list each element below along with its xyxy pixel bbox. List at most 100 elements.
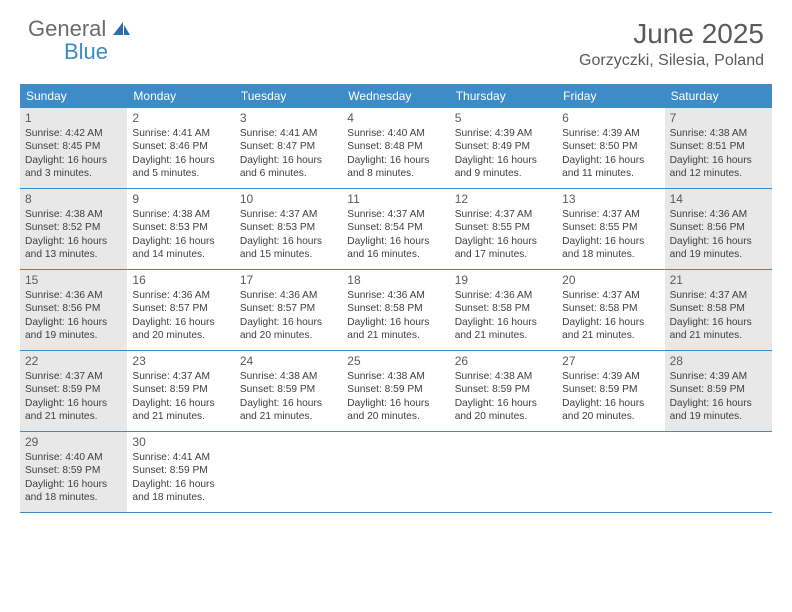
day-sunset: Sunset: 8:59 PM — [25, 383, 123, 396]
day-sunrise: Sunrise: 4:40 AM — [347, 127, 445, 140]
day-day2: and 18 minutes. — [562, 248, 660, 261]
day-sunrise: Sunrise: 4:41 AM — [132, 451, 230, 464]
day-sunset: Sunset: 8:50 PM — [562, 140, 660, 153]
day-cell — [235, 432, 342, 512]
day-sunset: Sunset: 8:45 PM — [25, 140, 123, 153]
day-number: 25 — [347, 354, 445, 368]
day-day2: and 21 minutes. — [670, 329, 768, 342]
day-sunset: Sunset: 8:59 PM — [562, 383, 660, 396]
day-number: 27 — [562, 354, 660, 368]
day-sunrise: Sunrise: 4:37 AM — [455, 208, 553, 221]
day-sunset: Sunset: 8:59 PM — [132, 383, 230, 396]
day-day2: and 14 minutes. — [132, 248, 230, 261]
day-sunrise: Sunrise: 4:38 AM — [132, 208, 230, 221]
day-sunrise: Sunrise: 4:36 AM — [240, 289, 338, 302]
day-day1: Daylight: 16 hours — [132, 154, 230, 167]
day-day2: and 17 minutes. — [455, 248, 553, 261]
day-day1: Daylight: 16 hours — [455, 397, 553, 410]
day-day2: and 21 minutes. — [25, 410, 123, 423]
day-sunset: Sunset: 8:58 PM — [347, 302, 445, 315]
day-day1: Daylight: 16 hours — [25, 316, 123, 329]
day-day1: Daylight: 16 hours — [240, 316, 338, 329]
day-day2: and 5 minutes. — [132, 167, 230, 180]
day-sunset: Sunset: 8:52 PM — [25, 221, 123, 234]
day-number: 6 — [562, 111, 660, 125]
dow-friday: Friday — [557, 85, 664, 108]
day-sunrise: Sunrise: 4:37 AM — [240, 208, 338, 221]
day-cell: 9Sunrise: 4:38 AMSunset: 8:53 PMDaylight… — [127, 189, 234, 269]
day-sunrise: Sunrise: 4:38 AM — [347, 370, 445, 383]
day-sunrise: Sunrise: 4:39 AM — [562, 127, 660, 140]
week-row: 1Sunrise: 4:42 AMSunset: 8:45 PMDaylight… — [20, 108, 772, 189]
dow-tuesday: Tuesday — [235, 85, 342, 108]
day-day2: and 21 minutes. — [562, 329, 660, 342]
day-number: 3 — [240, 111, 338, 125]
logo: General Blue — [28, 18, 131, 64]
day-number: 30 — [132, 435, 230, 449]
day-day1: Daylight: 16 hours — [670, 316, 768, 329]
day-day1: Daylight: 16 hours — [132, 478, 230, 491]
day-number: 1 — [25, 111, 123, 125]
day-day2: and 18 minutes. — [132, 491, 230, 504]
day-number: 7 — [670, 111, 768, 125]
day-cell: 25Sunrise: 4:38 AMSunset: 8:59 PMDayligh… — [342, 351, 449, 431]
day-day1: Daylight: 16 hours — [562, 316, 660, 329]
day-cell: 30 Sunrise: 4:41 AMSunset: 8:59 PMDayligh… — [127, 432, 234, 512]
day-day2: and 20 minutes. — [347, 410, 445, 423]
day-sunset: Sunset: 8:59 PM — [132, 464, 230, 477]
day-day1: Daylight: 16 hours — [25, 154, 123, 167]
day-cell: 12Sunrise: 4:37 AMSunset: 8:55 PMDayligh… — [450, 189, 557, 269]
day-sunset: Sunset: 8:57 PM — [240, 302, 338, 315]
day-day2: and 19 minutes. — [25, 329, 123, 342]
day-number: 29 — [25, 435, 123, 449]
day-cell: 19Sunrise: 4:36 AMSunset: 8:58 PMDayligh… — [450, 270, 557, 350]
day-sunset: Sunset: 8:57 PM — [132, 302, 230, 315]
day-day2: and 16 minutes. — [347, 248, 445, 261]
day-day1: Daylight: 16 hours — [347, 397, 445, 410]
day-number: 4 — [347, 111, 445, 125]
day-sunrise: Sunrise: 4:36 AM — [670, 208, 768, 221]
day-day1: Daylight: 16 hours — [562, 154, 660, 167]
day-sunrise: Sunrise: 4:37 AM — [562, 289, 660, 302]
day-cell: 13Sunrise: 4:37 AMSunset: 8:55 PMDayligh… — [557, 189, 664, 269]
day-day2: and 15 minutes. — [240, 248, 338, 261]
day-sunrise: Sunrise: 4:38 AM — [25, 208, 123, 221]
dow-row: Sunday Monday Tuesday Wednesday Thursday… — [20, 85, 772, 108]
day-number: 12 — [455, 192, 553, 206]
dow-thursday: Thursday — [450, 85, 557, 108]
day-cell: 24Sunrise: 4:38 AMSunset: 8:59 PMDayligh… — [235, 351, 342, 431]
day-sunrise: Sunrise: 4:40 AM — [25, 451, 123, 464]
day-sunset: Sunset: 8:53 PM — [240, 221, 338, 234]
day-day1: Daylight: 16 hours — [455, 154, 553, 167]
day-sunset: Sunset: 8:53 PM — [132, 221, 230, 234]
day-day2: and 19 minutes. — [670, 248, 768, 261]
day-sunrise: Sunrise: 4:39 AM — [455, 127, 553, 140]
day-cell: 26Sunrise: 4:38 AMSunset: 8:59 PMDayligh… — [450, 351, 557, 431]
day-sunrise: Sunrise: 4:41 AM — [240, 127, 338, 140]
day-number: 21 — [670, 273, 768, 287]
day-day1: Daylight: 16 hours — [132, 397, 230, 410]
day-cell: 5Sunrise: 4:39 AMSunset: 8:49 PMDaylight… — [450, 108, 557, 188]
month-title: June 2025 — [579, 18, 764, 50]
calendar: Sunday Monday Tuesday Wednesday Thursday… — [20, 84, 772, 513]
day-cell — [450, 432, 557, 512]
day-cell: 23Sunrise: 4:37 AMSunset: 8:59 PMDayligh… — [127, 351, 234, 431]
day-sunrise: Sunrise: 4:36 AM — [347, 289, 445, 302]
dow-wednesday: Wednesday — [342, 85, 449, 108]
day-sunset: Sunset: 8:58 PM — [670, 302, 768, 315]
day-cell: 4Sunrise: 4:40 AMSunset: 8:48 PMDaylight… — [342, 108, 449, 188]
dow-saturday: Saturday — [665, 85, 772, 108]
day-day1: Daylight: 16 hours — [240, 397, 338, 410]
day-cell: 28Sunrise: 4:39 AMSunset: 8:59 PMDayligh… — [665, 351, 772, 431]
day-number: 10 — [240, 192, 338, 206]
day-sunset: Sunset: 8:48 PM — [347, 140, 445, 153]
day-day2: and 6 minutes. — [240, 167, 338, 180]
day-day1: Daylight: 16 hours — [25, 478, 123, 491]
day-cell: 17Sunrise: 4:36 AMSunset: 8:57 PMDayligh… — [235, 270, 342, 350]
logo-sail-icon — [113, 22, 131, 36]
day-day2: and 20 minutes. — [562, 410, 660, 423]
day-number: 22 — [25, 354, 123, 368]
day-day2: and 20 minutes. — [240, 329, 338, 342]
day-cell: 14Sunrise: 4:36 AMSunset: 8:56 PMDayligh… — [665, 189, 772, 269]
day-sunset: Sunset: 8:59 PM — [455, 383, 553, 396]
